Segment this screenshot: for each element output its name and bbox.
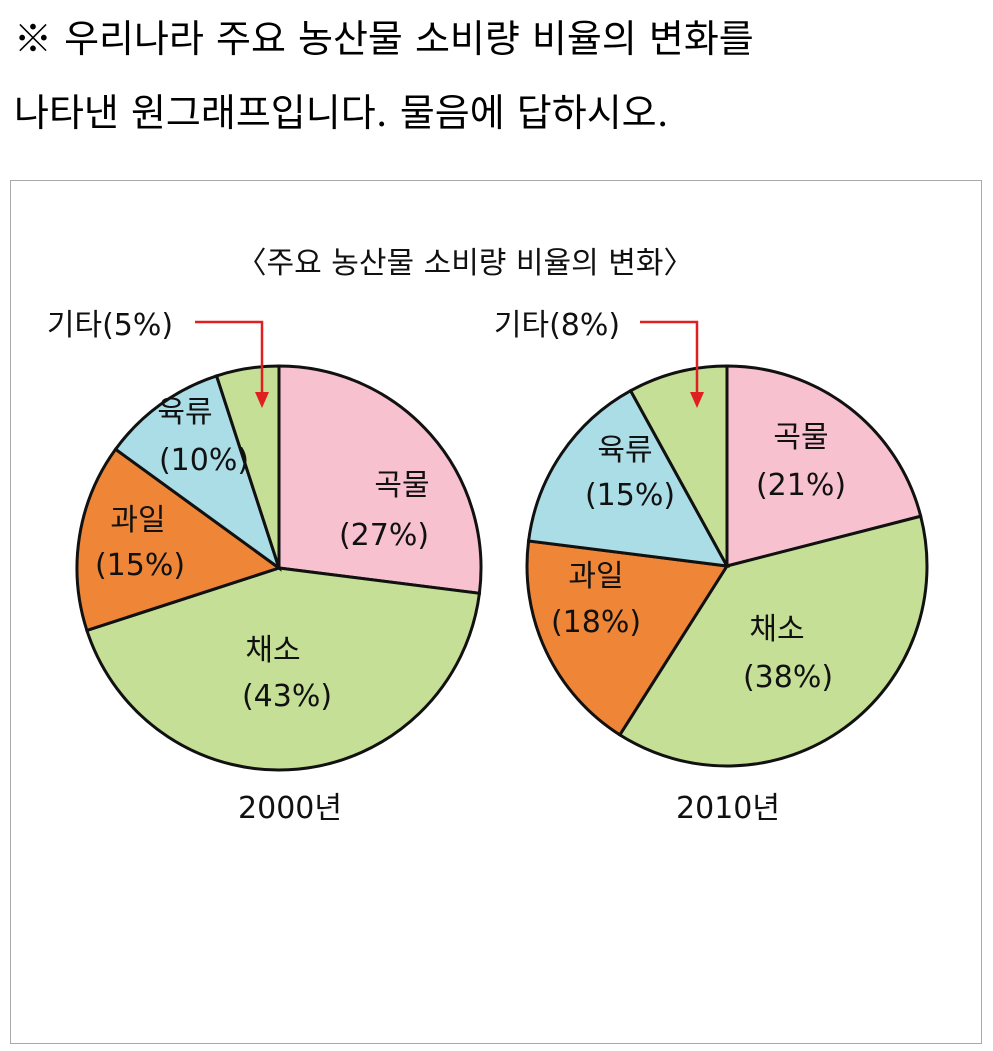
label-pct: (15%)	[95, 548, 185, 583]
pie-2000	[75, 364, 483, 772]
label-other: 기타(5%)	[47, 308, 173, 343]
pie-slice-곡물	[277, 364, 483, 595]
label-pct: (38%)	[743, 660, 833, 695]
pie-slice-기타	[214, 364, 281, 569]
pie-2010	[525, 364, 929, 768]
callout-arrows	[195, 320, 704, 408]
year-label: 2000년	[238, 791, 342, 826]
label-name: 채소	[245, 633, 300, 668]
question-line-1: ※ 우리나라 주요 농산물 소비량 비율의 변화를	[14, 17, 754, 61]
label-pct: (27%)	[339, 518, 429, 553]
label-pct: (21%)	[756, 468, 846, 503]
label-name: 육류	[597, 433, 652, 468]
year-label: 2010년	[676, 791, 780, 826]
pie-slice-기타	[628, 364, 729, 567]
chart-frame	[10, 180, 982, 1044]
label-name: 과일	[110, 503, 165, 538]
label-pct: (43%)	[242, 679, 332, 714]
pie-slice-과일	[75, 447, 283, 633]
label-name: 곡물	[773, 420, 828, 455]
label-name: 곡물	[374, 468, 429, 503]
label-name: 과일	[568, 559, 623, 594]
pie-slice-육류	[526, 388, 730, 568]
pie-slice-채소	[84, 566, 482, 772]
pie-slice-채소	[617, 514, 929, 768]
label-other: 기타(8%)	[494, 308, 620, 343]
label-name: 채소	[749, 612, 804, 647]
pie-slice-육류	[113, 373, 282, 572]
pie-slice-곡물	[725, 364, 923, 568]
callout-arrow-line	[195, 320, 264, 396]
callout-arrow-line	[640, 320, 699, 396]
question-line-2: 나타낸 원그래프입니다. 물음에 답하시오.	[14, 91, 669, 135]
label-pct: (10%)	[159, 443, 249, 478]
arrowhead-icon	[690, 392, 704, 408]
pie-slice-과일	[525, 539, 730, 737]
arrowhead-icon	[255, 392, 269, 408]
label-pct: (18%)	[551, 605, 641, 640]
label-name: 육류	[157, 395, 212, 430]
chart-title: 〈주요 농산물 소비량 비율의 변화〉	[237, 246, 694, 281]
label-pct: (15%)	[585, 478, 675, 513]
